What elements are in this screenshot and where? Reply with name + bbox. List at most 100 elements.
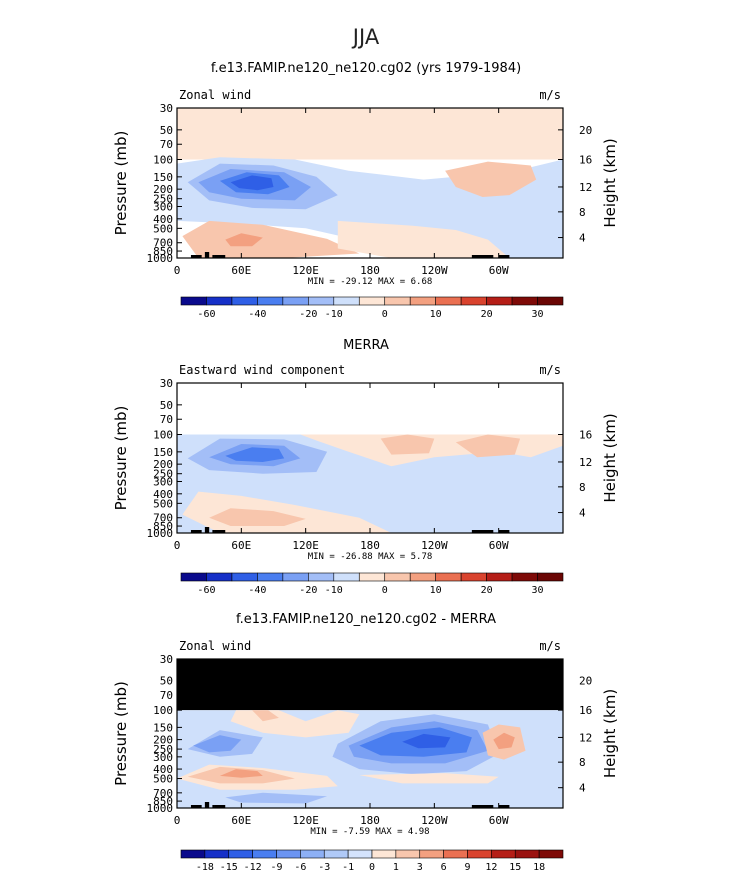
topography xyxy=(471,805,494,808)
y-tick-label: 850 xyxy=(153,520,173,533)
colorbar-label: 1 xyxy=(393,862,399,873)
colorbar-label: -9 xyxy=(270,862,282,873)
height-tick-label: 20 xyxy=(579,124,592,137)
colorbar-swatch xyxy=(257,572,284,582)
panel-diff: f.e13.FAMIP.ne120_ne120.cg02 - MERRA Zona… xyxy=(112,612,619,873)
y-tick-label: 150 xyxy=(153,446,173,459)
colorbar-swatch xyxy=(308,572,335,582)
contour-region xyxy=(225,233,263,247)
height-tick-label: 4 xyxy=(579,507,586,520)
y-tick-label: 100 xyxy=(153,704,173,717)
colorbar: -60 -40 -20 -10 0 10 20 30 xyxy=(180,296,564,320)
y-tick-label: 1000 xyxy=(147,252,174,265)
panel-model: f.e13.FAMIP.ne120_ne120.cg02 (yrs 1979-1… xyxy=(112,61,619,320)
panel-title: f.e13.FAMIP.ne120_ne120.cg02 (yrs 1979-1… xyxy=(211,61,521,76)
colorbar-label: -15 xyxy=(220,862,238,873)
y-tick-label: 100 xyxy=(153,429,173,442)
colorbar-swatch xyxy=(514,849,540,859)
colorbar-label: -20 xyxy=(299,309,317,320)
x-tick-label: 120E xyxy=(292,814,319,827)
x-tick-label: 120E xyxy=(292,539,319,552)
x-tick-label: 60W xyxy=(489,539,509,552)
colorbar-swatch xyxy=(252,849,277,859)
x-tick-label: 120E xyxy=(292,264,319,277)
y-tick-label: 300 xyxy=(153,200,173,213)
colorbar-label: -1 xyxy=(342,862,354,873)
x-tick-label: 180 xyxy=(360,264,380,277)
y-tick-label: 850 xyxy=(153,795,173,808)
colorbar-label: 18 xyxy=(533,862,545,873)
height-tick-label: 12 xyxy=(579,181,592,194)
colorbar-swatch xyxy=(204,849,230,859)
y-tick-label: 500 xyxy=(153,773,173,786)
colorbar-swatch xyxy=(409,296,436,306)
y-tick-label: 400 xyxy=(153,488,173,501)
height-tick-label: 8 xyxy=(579,206,586,219)
colorbar-swatch xyxy=(282,572,309,582)
colorbar: -18 -15 -12 -9 -6 -3 -1 0 1 3 6 9 12 15 18 xyxy=(180,849,564,873)
colorbar-swatch xyxy=(347,849,373,859)
topography xyxy=(214,805,226,808)
colorbar-label: -60 xyxy=(197,309,215,320)
colorbar-swatch xyxy=(467,849,492,859)
y-tick-label: 300 xyxy=(153,751,173,764)
field-label: Zonal wind xyxy=(179,639,251,653)
contour-region xyxy=(225,447,285,462)
field-label: Zonal wind xyxy=(179,88,251,102)
y-tick-label: 200 xyxy=(153,734,173,747)
y-tick-label: 70 xyxy=(160,138,173,151)
colorbar-label: -20 xyxy=(299,585,317,596)
colorbar-swatch xyxy=(419,849,444,859)
height-tick-label: 16 xyxy=(579,429,592,442)
plot-area xyxy=(177,108,563,258)
height-tick-label: 8 xyxy=(579,756,586,769)
colorbar-swatch xyxy=(537,572,564,582)
colorbar-label: 0 xyxy=(382,309,388,320)
colorbar-label: -10 xyxy=(325,309,343,320)
y-tick-label: 150 xyxy=(153,721,173,734)
colorbar-swatch xyxy=(308,296,335,306)
contour-region xyxy=(225,792,328,804)
height-tick-label: 12 xyxy=(579,731,592,744)
y-tick-label: 300 xyxy=(153,475,173,488)
colorbar-label: 15 xyxy=(509,862,521,873)
y-tick-label: 50 xyxy=(160,124,173,137)
contour-region xyxy=(402,733,451,749)
colorbar-label: -10 xyxy=(325,585,343,596)
y-tick-label: 700 xyxy=(153,237,173,250)
colorbar-swatch xyxy=(228,849,253,859)
y-tick-label: 200 xyxy=(153,458,173,471)
colorbar-swatch xyxy=(333,296,360,306)
topography xyxy=(204,252,210,258)
units-label: m/s xyxy=(539,363,561,377)
colorbar-swatch xyxy=(486,296,513,306)
y-tick-label: 50 xyxy=(160,399,173,412)
y-tick-label: 250 xyxy=(153,743,173,756)
colorbar-swatch xyxy=(435,296,462,306)
x-tick-label: 60E xyxy=(231,539,251,552)
height-tick-label: 4 xyxy=(579,782,586,795)
colorbar-swatch xyxy=(371,849,397,859)
y-tick-label: 250 xyxy=(153,468,173,481)
colorbar-swatch xyxy=(257,296,284,306)
colorbar-label: 0 xyxy=(382,585,388,596)
y-tick-label: 250 xyxy=(153,193,173,206)
colorbar-swatch xyxy=(206,572,233,582)
x-tick-label: 0 xyxy=(174,814,181,827)
colorbar-label: 20 xyxy=(481,585,493,596)
y-tick-label: 700 xyxy=(153,512,173,525)
colorbar-swatch xyxy=(333,572,360,582)
colorbar-swatch xyxy=(282,296,309,306)
y-tick-label: 400 xyxy=(153,763,173,776)
colorbar-swatch xyxy=(443,849,468,859)
y-axis-right-label: Height (km) xyxy=(601,138,619,227)
y-tick-label: 400 xyxy=(153,213,173,226)
y-tick-label: 1000 xyxy=(147,527,174,540)
missing-region xyxy=(177,659,563,711)
colorbar-label: -40 xyxy=(248,309,266,320)
topography xyxy=(214,530,226,533)
topography xyxy=(204,802,210,808)
colorbar-swatch xyxy=(538,849,564,859)
topography xyxy=(212,805,215,808)
